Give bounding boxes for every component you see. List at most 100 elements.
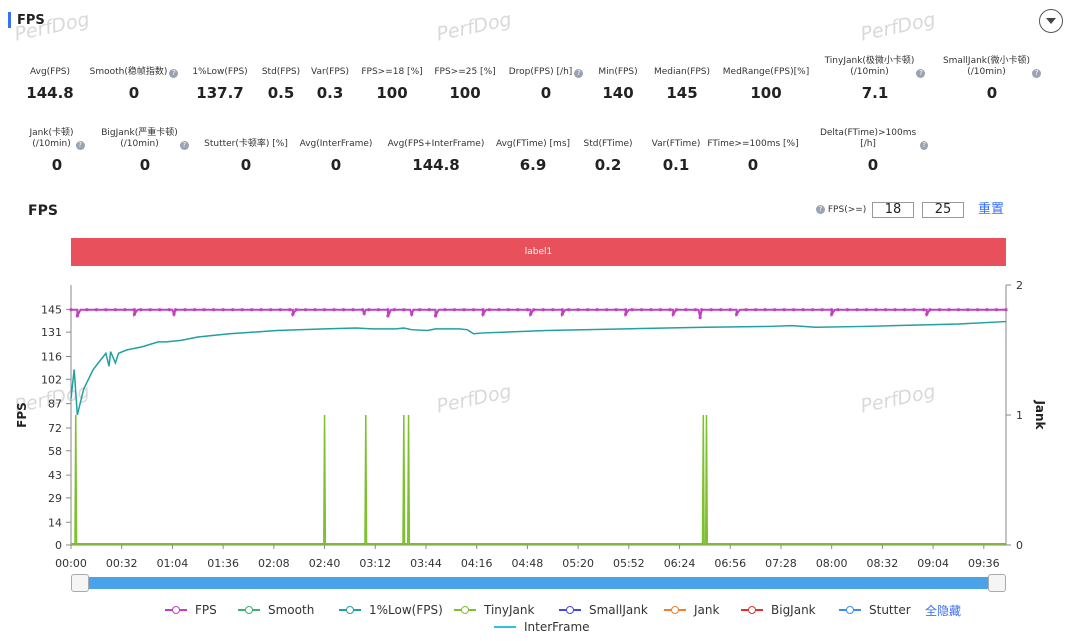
label-bar[interactable]: label1 <box>71 238 1006 266</box>
reset-button[interactable]: 重置 <box>978 202 1005 217</box>
metric-label-text: TinyJank(极微小卡顿) (/10min) <box>824 56 915 77</box>
legend-item-1-low-fps-[interactable]: 1%Low(FPS) <box>339 602 443 618</box>
metric-label: Jank(卡顿) (/10min)? <box>2 128 112 150</box>
metric-label: Delta(FTime)>100ms [/h]? <box>818 128 928 150</box>
x-tick-label: 06:56 <box>714 557 746 570</box>
fps-point <box>830 312 834 316</box>
chart-title: FPS <box>28 203 58 219</box>
help-icon[interactable]: ? <box>574 69 584 78</box>
y-tick-label: 29 <box>48 492 62 505</box>
hide-all-button[interactable]: 全隐藏 <box>925 603 962 618</box>
metric-r1-9: Median(FPS) 145 <box>627 56 737 102</box>
metric-value: 144.8 <box>412 156 460 174</box>
x-tick-label: 01:04 <box>157 557 189 570</box>
metric-label: SmallJank(微小卡顿) (/10min)? <box>937 56 1047 78</box>
help-icon[interactable]: ? <box>816 205 825 214</box>
fps-point <box>367 308 371 312</box>
help-icon[interactable]: ? <box>179 141 189 150</box>
fps-point <box>240 308 244 312</box>
fps-point <box>532 308 536 312</box>
fps-point <box>481 308 485 312</box>
metric-r2-0: Jank(卡顿) (/10min)? 0 <box>2 128 112 174</box>
x-tick-label: 07:28 <box>765 557 797 570</box>
fps-point <box>69 308 73 312</box>
metric-r1-0: Avg(FPS) 144.8 <box>0 56 105 102</box>
fps-point <box>452 308 457 312</box>
fps-point <box>418 308 422 312</box>
chevron-down-icon <box>1046 18 1056 24</box>
fps-point <box>912 308 916 312</box>
fps-point <box>639 308 644 312</box>
metric-r1-4: Var(FPS) 0.3 <box>275 56 385 102</box>
legend-label: InterFrame <box>524 620 590 634</box>
legend-item-jank[interactable]: Jank <box>664 602 719 618</box>
fps-point <box>709 308 713 312</box>
fps-point <box>649 308 653 312</box>
help-icon[interactable]: ? <box>75 141 85 150</box>
help-icon[interactable]: ? <box>169 69 179 78</box>
metric-value: 0.1 <box>662 156 690 174</box>
metric-label-text: Avg(InterFrame) <box>299 139 373 149</box>
legend-swatch <box>454 604 476 616</box>
x-tick-label: 08:00 <box>816 557 848 570</box>
collapse-button[interactable] <box>1039 9 1063 33</box>
fps-point <box>104 308 108 312</box>
legend-label: SmallJank <box>589 603 648 617</box>
x-tick-label: 08:32 <box>867 557 899 570</box>
legend-dot <box>245 606 253 614</box>
slider-handle-left[interactable] <box>71 574 89 592</box>
legend-item-stutter[interactable]: Stutter <box>839 602 911 618</box>
fps-point <box>560 312 564 316</box>
threshold-input-2[interactable]: 25 <box>922 202 964 218</box>
help-icon[interactable]: ? <box>920 141 928 150</box>
fps-point <box>864 308 869 312</box>
fps-point <box>541 308 545 312</box>
fps-point <box>158 308 162 312</box>
fps-point <box>937 308 942 312</box>
legend-item-tinyjank[interactable]: TinyJank <box>454 602 534 618</box>
metric-label: Avg(FTime) [ms] <box>478 128 588 150</box>
metric-r2-3: Avg(InterFrame) 0 <box>281 128 391 174</box>
legend-item-bigjank[interactable]: BigJank <box>741 602 816 618</box>
fps-point <box>925 312 929 316</box>
metric-r2-8: FTime>=100ms [%] 0 <box>698 128 808 174</box>
fps-point <box>928 308 932 312</box>
fps-point <box>471 308 476 312</box>
time-range-slider[interactable] <box>71 574 1006 592</box>
legend-item-fps[interactable]: FPS <box>165 602 217 618</box>
legend-item-interframe[interactable]: InterFrame <box>494 619 590 635</box>
metric-label: Std(FPS) <box>226 56 336 78</box>
metric-label: Avg(FPS+InterFrame) <box>381 128 491 150</box>
fps-point <box>956 308 961 312</box>
metric-label-text: BigJank(严重卡顿) (/10min) <box>101 128 178 149</box>
metric-value: 0 <box>139 156 151 174</box>
slider-handle-right[interactable] <box>988 574 1006 592</box>
metric-r1-7: Drop(FPS) [/h]? 0 <box>491 56 601 102</box>
metric-label: Var(FTime) <box>621 128 731 150</box>
metric-label-text: FTime>=100ms [%] <box>707 139 799 149</box>
slider-track[interactable] <box>71 577 1006 589</box>
fps-point <box>525 308 530 312</box>
fps-point <box>497 308 501 312</box>
legend-item-smalljank[interactable]: SmallJank <box>559 602 648 618</box>
fps-point <box>313 308 317 312</box>
legend-item-smooth[interactable]: Smooth <box>238 602 314 618</box>
help-icon[interactable]: ? <box>1032 69 1042 78</box>
y-tick-label: 72 <box>48 422 62 435</box>
fps-point <box>351 308 355 312</box>
metric-value: 144.8 <box>26 84 74 102</box>
fps-point <box>763 308 767 312</box>
metric-r1-5: FPS>=18 [%] 100 <box>337 56 447 102</box>
metric-label: Smooth(稳帧指数)? <box>79 56 189 78</box>
metric-label-text: Std(FPS) <box>261 67 301 77</box>
metric-value: 0 <box>986 84 998 102</box>
metric-value: 6.9 <box>519 156 547 174</box>
fps-point <box>303 308 308 312</box>
fps-point <box>288 308 292 312</box>
fps-point <box>792 308 796 312</box>
metric-label: MedRange(FPS)[%] <box>711 56 821 78</box>
fps-point <box>75 314 79 318</box>
threshold-input-1[interactable]: 18 <box>872 202 914 218</box>
help-icon[interactable]: ? <box>916 69 926 78</box>
